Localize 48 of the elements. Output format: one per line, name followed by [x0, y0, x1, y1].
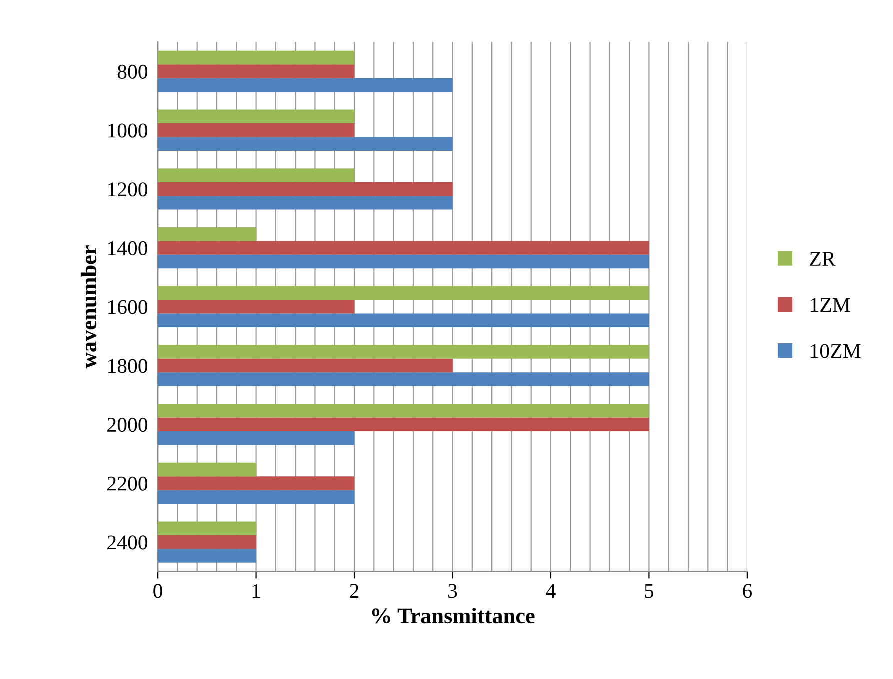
x-tick-label: 1: [252, 584, 260, 598]
y-axis-title: wavenumber: [80, 246, 97, 369]
y-tick-label: 1400: [108, 241, 148, 256]
bar: [158, 168, 355, 182]
x-axis-title: % Transmittance: [372, 608, 535, 624]
y-tick-label: 2200: [108, 476, 148, 491]
legend-label: ZR: [810, 252, 836, 266]
bar: [158, 300, 355, 314]
y-tick-label: 1600: [108, 300, 148, 314]
y-tick-label: 2000: [108, 418, 148, 432]
bar: [158, 64, 355, 78]
x-tick-label: 3: [448, 584, 458, 598]
x-tick-label: 6: [743, 584, 752, 598]
x-tick-label: 0: [154, 584, 162, 598]
y-tick-label: 1000: [108, 124, 148, 138]
x-tick-label: 5: [645, 584, 654, 598]
legend-label: 10ZM: [811, 344, 861, 358]
bar: [158, 549, 256, 563]
bar: [158, 535, 256, 550]
bar: [158, 50, 355, 65]
bar: [158, 358, 453, 373]
bar: [158, 314, 650, 328]
bar: [158, 372, 650, 386]
bar: [158, 345, 650, 359]
bar: [158, 241, 650, 255]
x-tick-label: 2: [350, 584, 359, 598]
bar: [158, 182, 453, 196]
bar: [158, 522, 256, 536]
bar: [158, 462, 256, 477]
bar: [158, 404, 650, 418]
bar: [158, 490, 355, 504]
bar: [158, 78, 453, 92]
bar: [158, 254, 650, 269]
bar: [158, 110, 355, 124]
x-tick-label: 4: [546, 584, 556, 598]
y-tick-label: 1200: [108, 182, 148, 197]
bar: [158, 476, 355, 490]
bar: [158, 418, 650, 432]
bar: [158, 124, 355, 138]
bar: [158, 227, 256, 242]
y-tick-label: 2400: [108, 536, 148, 550]
bar: [158, 431, 355, 446]
bar: [158, 286, 650, 300]
bar: [158, 137, 453, 151]
y-tick-label: 800: [118, 64, 148, 79]
bar: [158, 196, 453, 210]
y-tick-label: 1800: [108, 359, 148, 374]
legend-label: 1ZM: [811, 298, 850, 312]
